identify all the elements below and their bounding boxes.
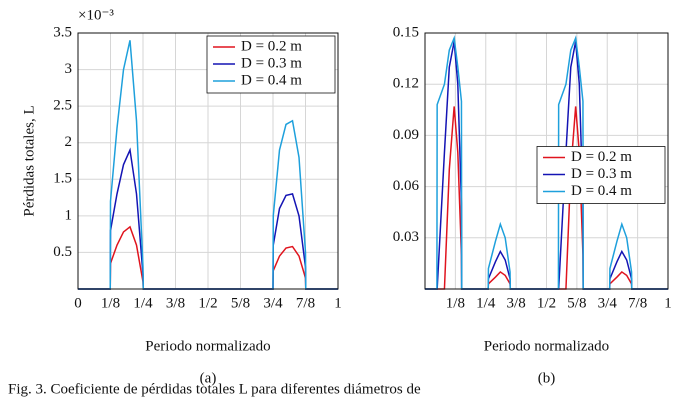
legend-label: D = 0.3 m <box>241 55 302 71</box>
axes-frame <box>77 32 339 290</box>
y-tick-label: 3 <box>65 61 73 77</box>
x-tick-label: 1/8 <box>446 295 465 311</box>
y-axis-label: Pérdidas totales, L <box>21 105 37 216</box>
x-tick-label: 1/4 <box>133 295 153 311</box>
x-tick-label: 1/4 <box>476 295 496 311</box>
legend-label: D = 0.4 m <box>571 183 632 199</box>
x-tick-label: 7/8 <box>296 295 315 311</box>
y-tick-label: 1.5 <box>53 171 72 187</box>
x-tick-label: 5/8 <box>567 295 586 311</box>
y-tick-label: 0.09 <box>393 127 419 143</box>
y-multiplier: ×10⁻³ <box>78 7 114 23</box>
y-tick-label: 0.12 <box>393 76 419 92</box>
x-tick-label: 1/2 <box>198 295 217 311</box>
legend-label: D = 0.3 m <box>571 166 632 182</box>
x-tick-label: 1/8 <box>101 295 120 311</box>
x-tick-label: 3/8 <box>166 295 185 311</box>
x-axis-label: Periodo normalizado <box>484 338 609 354</box>
y-tick-label: 0.03 <box>393 229 419 245</box>
y-tick-label: 1 <box>65 207 73 223</box>
y-tick-label: 0.5 <box>53 244 72 260</box>
axes-frame <box>424 32 669 290</box>
x-tick-label: 3/4 <box>598 295 618 311</box>
x-tick-label: 0 <box>74 295 82 311</box>
y-tick-label: 0.15 <box>393 24 419 40</box>
subfigure-label: (a) <box>200 370 217 386</box>
x-tick-label: 1/2 <box>537 295 556 311</box>
x-tick-label: 7/8 <box>628 295 647 311</box>
y-tick-label: 2.5 <box>53 98 72 114</box>
legend-label: D = 0.4 m <box>241 72 302 88</box>
x-tick-label: 5/8 <box>231 295 250 311</box>
legend-label: D = 0.2 m <box>571 149 632 165</box>
y-tick-label: 0.06 <box>393 178 420 194</box>
x-axis-label: Periodo normalizado <box>145 338 270 354</box>
y-tick-label: 3.5 <box>53 24 72 40</box>
figure-caption: Fig. 3. Coeficiente de pérdidas totales … <box>8 381 421 397</box>
x-tick-label: 3/8 <box>507 295 526 311</box>
legend-label: D = 0.2 m <box>241 38 302 54</box>
legend: D = 0.2 mD = 0.3 mD = 0.4 m <box>206 35 336 94</box>
x-tick-label: 1 <box>664 295 672 311</box>
x-tick-label: 3/4 <box>263 295 283 311</box>
x-tick-label: 1 <box>334 295 342 311</box>
legend: D = 0.2 mD = 0.3 mD = 0.4 m <box>536 146 666 204</box>
y-tick-label: 2 <box>65 134 73 150</box>
subfigure-label: (b) <box>538 370 556 386</box>
